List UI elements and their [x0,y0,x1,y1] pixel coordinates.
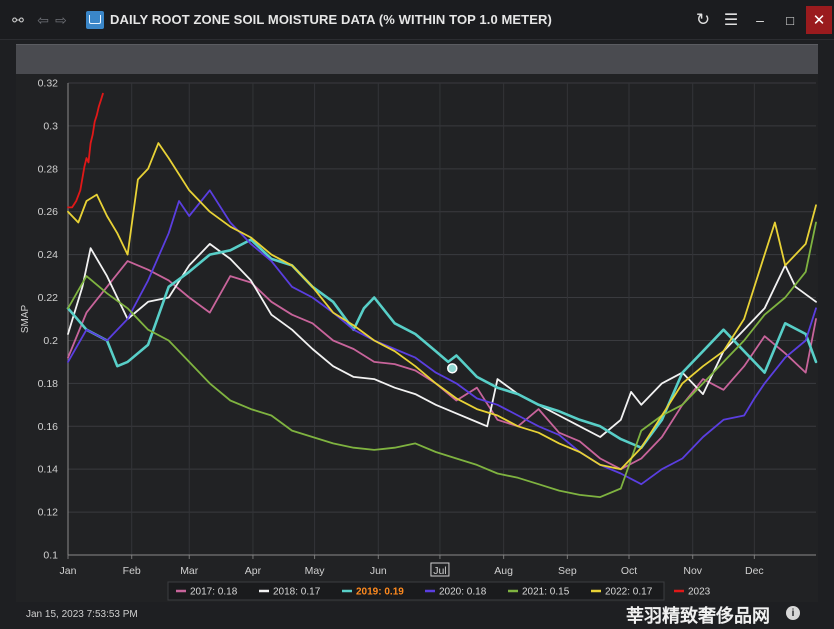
link-icon[interactable]: ⚯ [12,11,24,28]
timestamp: Jan 15, 2023 7:53:53 PM [26,609,138,620]
x-tick-label: Nov [683,565,702,577]
app-icon [86,11,104,29]
window-title: DAILY ROOT ZONE SOIL MOISTURE DATA (% WI… [110,12,552,27]
series-line-2022 [67,142,817,471]
y-tick-label: 0.2 [43,335,58,347]
y-tick-label: 0.14 [38,464,59,476]
x-tick-label: Oct [621,565,637,577]
y-tick-label: 0.26 [38,206,59,218]
legend-item-2019[interactable]: 2019: 0.19 [356,587,404,598]
x-highlight-box [430,562,450,577]
x-tick-label: Sep [558,565,577,577]
x-tick-label: May [305,565,326,577]
y-tick-label: 0.22 [38,292,59,304]
series-line-2021 [67,221,817,498]
y-axis-label: SMAP [20,305,31,334]
legend-item-2021[interactable]: 2021: 0.15 [522,587,570,598]
close-icon[interactable]: ✕ [806,6,832,34]
hover-point-marker[interactable] [447,363,458,374]
y-tick-label: 0.28 [38,163,59,175]
maximize-icon[interactable]: □ [786,12,794,28]
legend-item-2020[interactable]: 2020: 0.18 [439,587,487,598]
x-tick-label: Apr [245,565,262,577]
y-tick-label: 0.3 [43,120,58,132]
menu-icon[interactable]: ☰ [723,12,739,29]
y-tick-label: 0.16 [38,421,59,433]
minimize-icon[interactable]: – [756,12,764,28]
legend-box [167,581,665,601]
chart-toolbar [16,44,818,75]
refresh-icon[interactable]: ↻ [695,10,711,29]
forward-arrow-icon[interactable]: ⇨ [55,11,67,28]
legend-item-2017[interactable]: 2017: 0.18 [190,587,238,598]
title-bar: ⚯ ⇦ ⇨ DAILY ROOT ZONE SOIL MOISTURE DATA… [0,0,834,40]
series-line-2019 [66,238,818,449]
x-tick-label: Jun [370,565,387,577]
x-tick-label: Jul [433,565,446,577]
y-tick-label: 0.18 [38,378,59,390]
back-arrow-icon[interactable]: ⇦ [37,11,49,28]
x-tick-label: Aug [494,565,513,577]
x-tick-label: Dec [745,565,764,577]
x-tick-label: Mar [180,565,199,577]
series-line-2020 [67,189,817,486]
y-tick-label: 0.32 [38,78,59,90]
legend-item-2018[interactable]: 2018: 0.17 [273,587,321,598]
watermark: 莘羽精致奢侈品网 [626,606,770,626]
y-tick-label: 0.1 [43,550,58,562]
y-tick-label: 0.12 [38,507,59,519]
y-tick-label: 0.24 [38,249,59,261]
x-tick-label: Feb [123,565,141,577]
series-line-2023 [67,92,104,209]
x-tick-label: Jan [60,565,77,577]
info-icon[interactable]: i [786,606,800,620]
legend-item-2023[interactable]: 2023 [688,587,711,598]
legend-item-2022[interactable]: 2022: 0.17 [605,587,653,598]
